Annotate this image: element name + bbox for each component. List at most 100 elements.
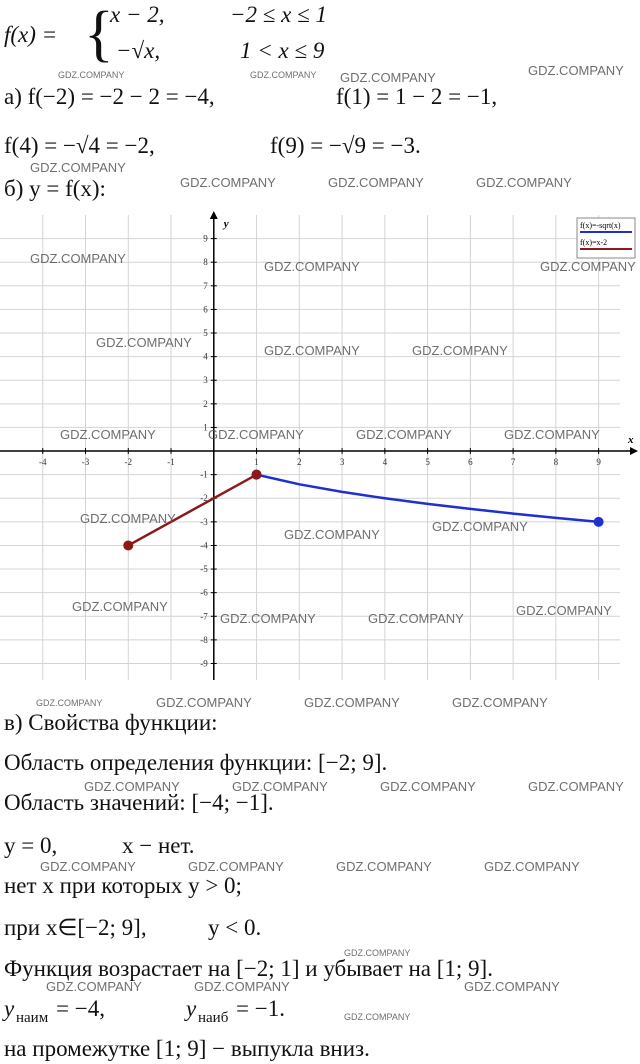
y-tick-label: -2 (200, 493, 208, 503)
watermark: GDZ.COMPANY (476, 175, 572, 190)
x-tick-label: 5 (425, 457, 430, 467)
y-tick-label: -6 (200, 588, 208, 598)
watermark: GDZ.COMPANY (220, 611, 316, 626)
watermark: GDZ.COMPANY (284, 527, 380, 542)
watermark: GDZ.COMPANY (344, 1012, 410, 1022)
watermark: GDZ.COMPANY (464, 979, 560, 994)
x-tick-label: -1 (167, 457, 175, 467)
y-tick-label: -3 (200, 517, 208, 527)
x-tick-label: 9 (596, 457, 601, 467)
legend-label: f(x)=-sqrt(x) (580, 221, 621, 230)
text-line: нет x при которых y > 0; (4, 873, 242, 898)
endpoint (123, 540, 134, 551)
subscript: наиб (198, 1010, 229, 1026)
legend-box (576, 217, 636, 259)
y-tick-label: 5 (203, 328, 208, 338)
watermark: GDZ.COMPANY (380, 779, 476, 794)
text-line: на промежутке [1; 9] − выпукла вниз. (4, 1036, 370, 1061)
text-line: Область определения функции: [−2; 9]. (4, 750, 387, 775)
condition: −2 ≤ x ≤ 1 (230, 2, 327, 27)
watermark: GDZ.COMPANY (336, 859, 432, 874)
x-tick-label: 8 (554, 457, 559, 467)
watermark: GDZ.COMPANY (484, 859, 580, 874)
y-axis-label: y (222, 218, 229, 230)
watermark: GDZ.COMPANY (84, 779, 180, 794)
x-tick-label: -3 (82, 457, 90, 467)
watermark: GDZ.COMPANY (232, 779, 328, 794)
legend-label: f(x)=x-2 (580, 238, 607, 247)
formula-lhs: f(x) = (4, 22, 57, 47)
y-tick-label: -9 (200, 658, 208, 668)
endpoint (251, 469, 262, 480)
watermark: GDZ.COMPANY (452, 695, 548, 710)
x-tick-label: 2 (297, 457, 302, 467)
watermark: GDZ.COMPANY (180, 175, 276, 190)
condition: 1 < x ≤ 9 (240, 38, 325, 63)
text-line: в) Свойства функции: (4, 710, 218, 735)
watermark: GDZ.COMPANY (60, 427, 156, 442)
y-tick-label: 8 (203, 257, 208, 267)
y-tick-label: 1 (203, 422, 208, 432)
y-tick-label: 9 (203, 234, 208, 244)
watermark: GDZ.COMPANY (356, 427, 452, 442)
watermark: GDZ.COMPANY (516, 603, 612, 618)
x-tick-label: 1 (254, 457, 259, 467)
watermark: GDZ.COMPANY (304, 695, 400, 710)
y-tick-label: -1 (200, 470, 208, 480)
endpoint (593, 516, 604, 527)
x-axis-arrow (630, 447, 638, 456)
x-axis-label: x (627, 434, 634, 446)
text-line: = −4, (56, 996, 105, 1021)
subscript: наим (16, 1010, 49, 1026)
watermark: GDZ.COMPANY (188, 859, 284, 874)
y-tick-label: -8 (200, 635, 208, 645)
x-tick-label: 6 (468, 457, 473, 467)
watermark: GDZ.COMPANY (264, 343, 360, 358)
watermark: GDZ.COMPANY (250, 70, 316, 80)
watermark: GDZ.COMPANY (30, 160, 126, 175)
watermark: GDZ.COMPANY (528, 63, 624, 78)
y-tick-label: 2 (203, 399, 208, 409)
text-line: = −1. (236, 996, 285, 1021)
watermark: GDZ.COMPANY (46, 979, 142, 994)
watermark: GDZ.COMPANY (340, 70, 436, 85)
y-tick-label: 6 (203, 304, 208, 314)
watermark: GDZ.COMPANY (368, 611, 464, 626)
text-line: при x∈[−2; 9], (4, 915, 147, 940)
watermark: GDZ.COMPANY (30, 251, 126, 266)
chart: -4 -3 -2 -1 1 2 3 4 5 6 7 8 9 9 8 7 6 5 4 3 2 1 -1 -2 -3 -4 -5 -6 -7… (0, 211, 638, 680)
text-line: f(1) = 1 − 2 = −1, (336, 84, 497, 109)
watermark: GDZ.COMPANY (264, 259, 360, 274)
watermark: GDZ.COMPANY (156, 695, 252, 710)
watermark: GDZ.COMPANY (328, 175, 424, 190)
watermark: GDZ.COMPANY (58, 70, 124, 80)
y-tick-label: -5 (200, 564, 208, 574)
text-line: f(9) = −√9 = −3. (270, 133, 421, 158)
text-line: б) y = f(x): (4, 176, 106, 201)
x-tick-label: 7 (511, 457, 516, 467)
text-line: f(4) = −√4 = −2, (4, 133, 155, 158)
watermarks: GDZ.COMPANY GDZ.COMPANY GDZ.COMPANY GDZ.COM… (30, 63, 636, 1022)
watermark: GDZ.COMPANY (344, 948, 410, 958)
text-line: y (184, 996, 197, 1021)
watermark: GDZ.COMPANY (80, 511, 176, 526)
text-line: y < 0. (208, 915, 261, 940)
x-tick-label: -2 (125, 457, 133, 467)
series-line (256, 473, 599, 524)
text-line: а) f(−2) = −2 − 2 = −4, (4, 84, 215, 109)
watermark: GDZ.COMPANY (432, 519, 528, 534)
text-line: Область значений: [−4; −1]. (4, 790, 274, 815)
watermark: GDZ.COMPANY (72, 599, 168, 614)
text-line: Функция возрастает на [−2; 1] и убывает … (4, 956, 493, 981)
series-line (127, 473, 258, 547)
watermark: GDZ.COMPANY (208, 427, 304, 442)
text-line: y (2, 996, 15, 1021)
watermark: GDZ.COMPANY (528, 779, 624, 794)
piece: −√x, (116, 38, 160, 63)
y-axis-arrow (209, 211, 218, 219)
y-tick-label: -4 (200, 540, 208, 550)
watermark: GDZ.COMPANY (504, 427, 600, 442)
watermark: GDZ.COMPANY (36, 698, 102, 708)
watermark: GDZ.COMPANY (194, 979, 290, 994)
